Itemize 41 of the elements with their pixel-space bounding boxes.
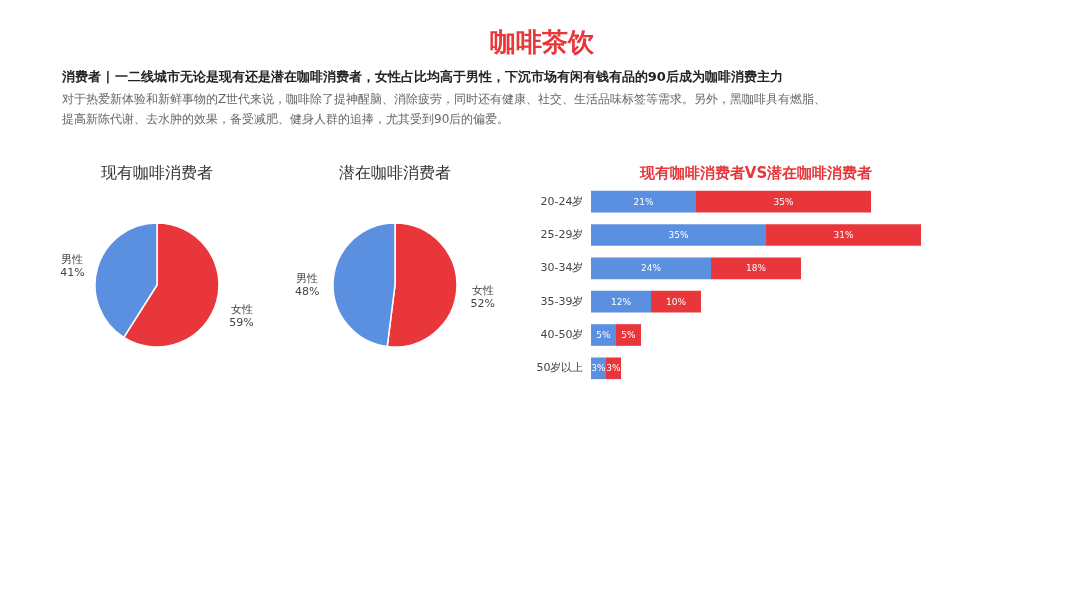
text: 消费者 | 一二线城市无论是现有还是潜在咖啡消费者，女性占比均高于男性，下沉市场有闲有钱有品的90后成为咖啡消费主力 [61, 69, 783, 84]
data-label: 10% [665, 296, 687, 307]
data-label: 18% [745, 263, 767, 274]
data-label: 24% [640, 263, 662, 274]
data-label: 31% [833, 230, 854, 240]
bar [591, 257, 711, 280]
slice-label: 男性 [61, 253, 84, 267]
data-label: 59% [229, 315, 254, 329]
y-tick-label: 25-29岁 [540, 228, 584, 241]
bar [766, 224, 921, 246]
bar [711, 257, 801, 280]
data-label: 35% [668, 230, 689, 240]
data-label: 3% [591, 363, 607, 374]
chart-title: 现有咖啡消费者VS潜在咖啡消费者 [638, 164, 873, 182]
bar [591, 224, 766, 246]
data-label: 12% [610, 296, 632, 307]
data-label: 35% [773, 196, 794, 207]
bar [591, 190, 696, 213]
chart-title: 现有咖啡消费者 [101, 163, 213, 182]
y-tick-label: 50岁以上 [536, 361, 584, 375]
data-label: 5% [596, 330, 612, 340]
text: 咖啡茶饮 [490, 27, 595, 57]
y-tick-label: 20-24岁 [540, 194, 584, 208]
y-tick-label: 40-50岁 [540, 328, 584, 341]
chart-title: 潜在咖啡消费者 [339, 163, 451, 182]
data-label: 52% [470, 296, 496, 310]
data-label: 48% [294, 285, 320, 299]
data-label: 41% [60, 266, 85, 280]
text: 对于热爱新体验和新鲜事物的Z世代来说，咖啡除了提神醒脑、消除疲劳，同时还有健康、社交、生活品味标签等需求。另外，黑咖啡具有燃脂、 [62, 92, 827, 106]
bar [591, 290, 651, 313]
data-label: 5% [621, 330, 637, 340]
y-tick-label: 30-34岁 [540, 261, 584, 275]
bar [696, 190, 871, 213]
data-label: 3% [606, 363, 622, 374]
text: 提高新陈代谢、去水肿的效果，备受减肥、健身人群的追捧，尤其受到90后的偏爱。 [62, 112, 510, 126]
data-label: 21% [633, 196, 654, 207]
slice-label: 女性 [230, 302, 253, 316]
bar [651, 290, 701, 313]
slice-label: 女性 [471, 283, 494, 297]
y-tick-label: 35-39岁 [540, 294, 584, 308]
slice-label: 男性 [296, 272, 319, 286]
